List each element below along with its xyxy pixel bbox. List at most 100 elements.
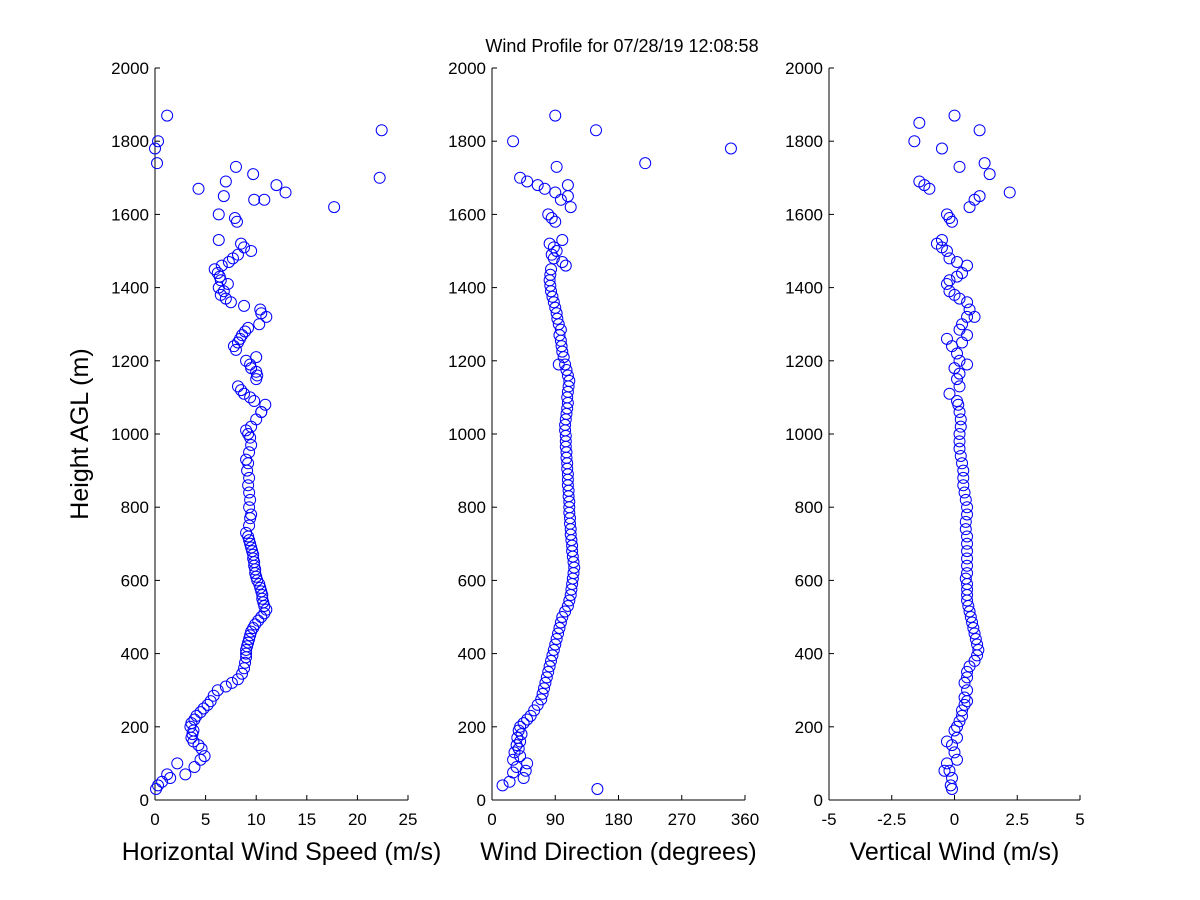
speed-data-point (229, 160, 242, 173)
direction-data-point (544, 268, 557, 281)
speed-y-tick-label: 200 (121, 718, 149, 737)
vertical-data-point (945, 340, 958, 353)
vertical-data-point (940, 757, 953, 770)
vertical-data-point (959, 515, 972, 528)
vertical-data-point (951, 395, 964, 408)
direction-y-tick-label: 2000 (448, 59, 486, 78)
vertical-y-tick-label: 1600 (785, 205, 823, 224)
speed-data-point (239, 325, 252, 338)
vertical-data-point (953, 435, 966, 448)
vertical-y-tick-label: 0 (814, 791, 823, 810)
direction-data-point (536, 687, 549, 700)
vertical-data-point (968, 654, 981, 667)
direction-data-point (514, 171, 527, 184)
direction-y-tick-label: 200 (458, 718, 486, 737)
speed-y-tick-label: 1400 (111, 279, 149, 298)
vertical-data-point (953, 715, 966, 728)
direction-x-tick-label: 270 (668, 810, 696, 829)
direction-data-point (535, 693, 548, 706)
direction-data-point (547, 241, 560, 254)
vertical-data-point (943, 764, 956, 777)
direction-data-point (540, 671, 553, 684)
speed-data-point (195, 742, 208, 755)
direction-data-point (517, 717, 530, 730)
speed-data-point (254, 303, 267, 316)
vertical-data-point (973, 124, 986, 137)
direction-data-point (552, 627, 565, 640)
speed-data-point (208, 263, 221, 276)
vertical-data-point (956, 336, 969, 349)
direction-data-point (591, 783, 604, 796)
vertical-data-point (951, 255, 964, 268)
vertical-data-point (961, 684, 974, 697)
speed-y-tick-label: 0 (140, 791, 149, 810)
vertical-data-point (961, 537, 974, 550)
direction-data-point (542, 208, 555, 221)
vertical-data-point (943, 274, 956, 287)
direction-data-point (549, 186, 562, 199)
direction-data-point (531, 179, 544, 192)
vertical-data-point (961, 665, 974, 678)
speed-data-point (185, 717, 198, 730)
vertical-y-tick-label: 1400 (785, 279, 823, 298)
vertical-data-point (961, 559, 974, 572)
speed-data-point (245, 245, 258, 257)
speed-data-point (214, 288, 227, 301)
vertical-data-point (940, 208, 953, 221)
speed-data-point (255, 585, 268, 598)
speed-data-point (258, 193, 271, 206)
direction-y-tick-label: 0 (477, 791, 486, 810)
vertical-data-point (940, 277, 953, 290)
vertical-x-tick-label: 2.5 (1005, 810, 1029, 829)
speed-data-point (212, 234, 225, 247)
speed-data-point (171, 757, 184, 770)
speed-data-point (215, 259, 228, 272)
direction-data-point (552, 358, 565, 371)
vertical-data-point (958, 486, 971, 499)
vertical-data-point (958, 698, 971, 711)
speed-data-point (151, 157, 164, 170)
direction-data-point (561, 600, 574, 613)
vertical-data-point (957, 471, 970, 484)
vertical-y-tick-label: 400 (795, 645, 823, 664)
vertical-data-point (971, 638, 984, 651)
speed-data-point (197, 702, 210, 715)
speed-data-point (251, 574, 264, 587)
speed-data-point (245, 508, 258, 521)
speed-y-tick-label: 1600 (111, 205, 149, 224)
speed-data-point (152, 135, 165, 148)
vertical-data-point (953, 323, 966, 336)
vertical-data-point (961, 310, 974, 323)
direction-data-point (550, 160, 563, 173)
direction-data-point (547, 296, 560, 309)
direction-data-point (639, 157, 652, 170)
vertical-data-point (953, 442, 966, 455)
direction-data-point (521, 757, 534, 770)
direction-data-point (550, 632, 563, 645)
vertical-data-point (945, 772, 958, 785)
speed-data-point (259, 398, 272, 411)
vertical-x-tick-label: 0 (950, 810, 959, 829)
direction-y-tick-label: 1600 (448, 205, 486, 224)
direction-y-tick-label: 1200 (448, 352, 486, 371)
speed-data-point (231, 248, 244, 261)
direction-data-point (543, 660, 556, 673)
vertical-data-point (967, 621, 980, 634)
speed-y-tick-label: 1800 (111, 132, 149, 151)
speed-data-point (328, 201, 341, 214)
direction-data-point (510, 739, 523, 752)
speed-data-point (246, 545, 259, 558)
vertical-data-point (961, 329, 974, 342)
speed-data-point (221, 277, 234, 290)
figure-title: Wind Profile for 07/28/19 12:08:58 (485, 36, 758, 56)
vertical-data-point (969, 632, 982, 645)
direction-data-point (545, 654, 558, 667)
direction-data-point (549, 638, 562, 651)
vertical-data-point (961, 545, 974, 558)
speed-data-point (186, 728, 199, 741)
vertical-y-tick-label: 200 (795, 718, 823, 737)
speed-data-point (214, 274, 227, 287)
direction-data-point (559, 358, 572, 371)
speed-data-point (240, 453, 253, 466)
